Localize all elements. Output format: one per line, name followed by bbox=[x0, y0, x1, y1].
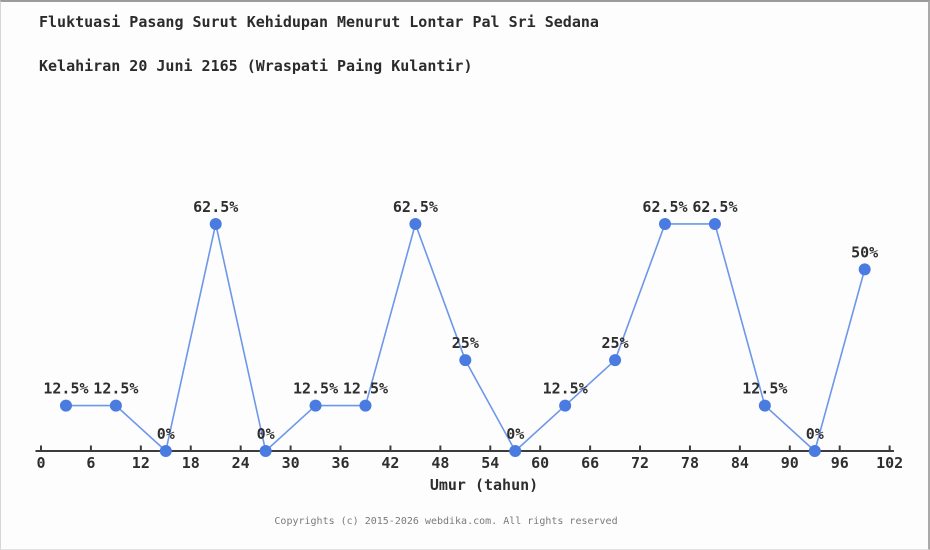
data-point bbox=[858, 263, 871, 276]
data-point bbox=[708, 217, 721, 230]
data-point bbox=[409, 217, 422, 230]
point-label: 0% bbox=[806, 425, 824, 443]
x-tick-label: 0 bbox=[36, 454, 45, 472]
data-point bbox=[59, 399, 72, 412]
x-tick-label: 30 bbox=[282, 454, 300, 472]
point-label: 12.5% bbox=[293, 380, 338, 398]
point-label: 62.5% bbox=[193, 198, 238, 216]
point-label: 12.5% bbox=[742, 380, 787, 398]
data-point bbox=[159, 445, 172, 457]
point-label: 25% bbox=[602, 334, 629, 352]
point-label: 62.5% bbox=[692, 198, 737, 216]
data-point bbox=[509, 445, 522, 457]
x-tick-label: 48 bbox=[431, 454, 449, 472]
data-point bbox=[309, 399, 322, 412]
data-point bbox=[659, 217, 671, 230]
data-point bbox=[758, 399, 771, 412]
point-label: 0% bbox=[506, 425, 524, 443]
point-label: 12.5% bbox=[543, 380, 588, 398]
x-tick-label: 102 bbox=[876, 454, 903, 472]
x-tick-label: 90 bbox=[781, 454, 799, 472]
chart-title-line-2: Kelahiran 20 Juni 2165 (Wraspati Paing K… bbox=[39, 57, 473, 75]
x-tick-label: 72 bbox=[631, 454, 649, 472]
x-tick-label: 78 bbox=[681, 454, 699, 472]
data-point bbox=[359, 399, 372, 412]
x-tick-label: 42 bbox=[381, 454, 399, 472]
point-label: 62.5% bbox=[642, 198, 687, 216]
x-tick-label: 18 bbox=[182, 454, 200, 472]
x-tick-label: 96 bbox=[831, 454, 849, 472]
data-point bbox=[559, 399, 572, 412]
chart-title: Fluktuasi Pasang Surut Kehidupan Menurut… bbox=[39, 11, 599, 77]
point-label: 25% bbox=[452, 334, 479, 352]
point-label: 50% bbox=[851, 243, 878, 261]
point-label: 0% bbox=[157, 425, 175, 443]
data-point bbox=[109, 399, 122, 412]
x-tick-label: 12 bbox=[132, 454, 150, 472]
x-tick-label: 60 bbox=[531, 454, 549, 472]
x-tick-label: 6 bbox=[86, 454, 95, 472]
x-tick-label: 54 bbox=[481, 454, 499, 472]
point-label: 62.5% bbox=[393, 198, 438, 216]
point-label: 0% bbox=[257, 425, 275, 443]
data-point bbox=[609, 354, 622, 367]
data-point bbox=[259, 445, 272, 457]
copyright-text: Copyrights (c) 2015-2026 webdika.com. Al… bbox=[274, 516, 618, 527]
point-label: 12.5% bbox=[93, 380, 138, 398]
point-label: 12.5% bbox=[43, 380, 88, 398]
x-tick-label: 24 bbox=[232, 454, 250, 472]
data-point bbox=[459, 354, 472, 367]
point-label: 12.5% bbox=[343, 380, 388, 398]
data-point bbox=[808, 445, 821, 457]
x-tick-label: 36 bbox=[331, 454, 349, 472]
data-point bbox=[209, 217, 222, 230]
x-tick-label: 66 bbox=[581, 454, 599, 472]
chart-title-line-1: Fluktuasi Pasang Surut Kehidupan Menurut… bbox=[39, 13, 599, 31]
x-tick-label: 84 bbox=[731, 454, 749, 472]
x-axis-title: Umur (tahun) bbox=[429, 476, 539, 494]
